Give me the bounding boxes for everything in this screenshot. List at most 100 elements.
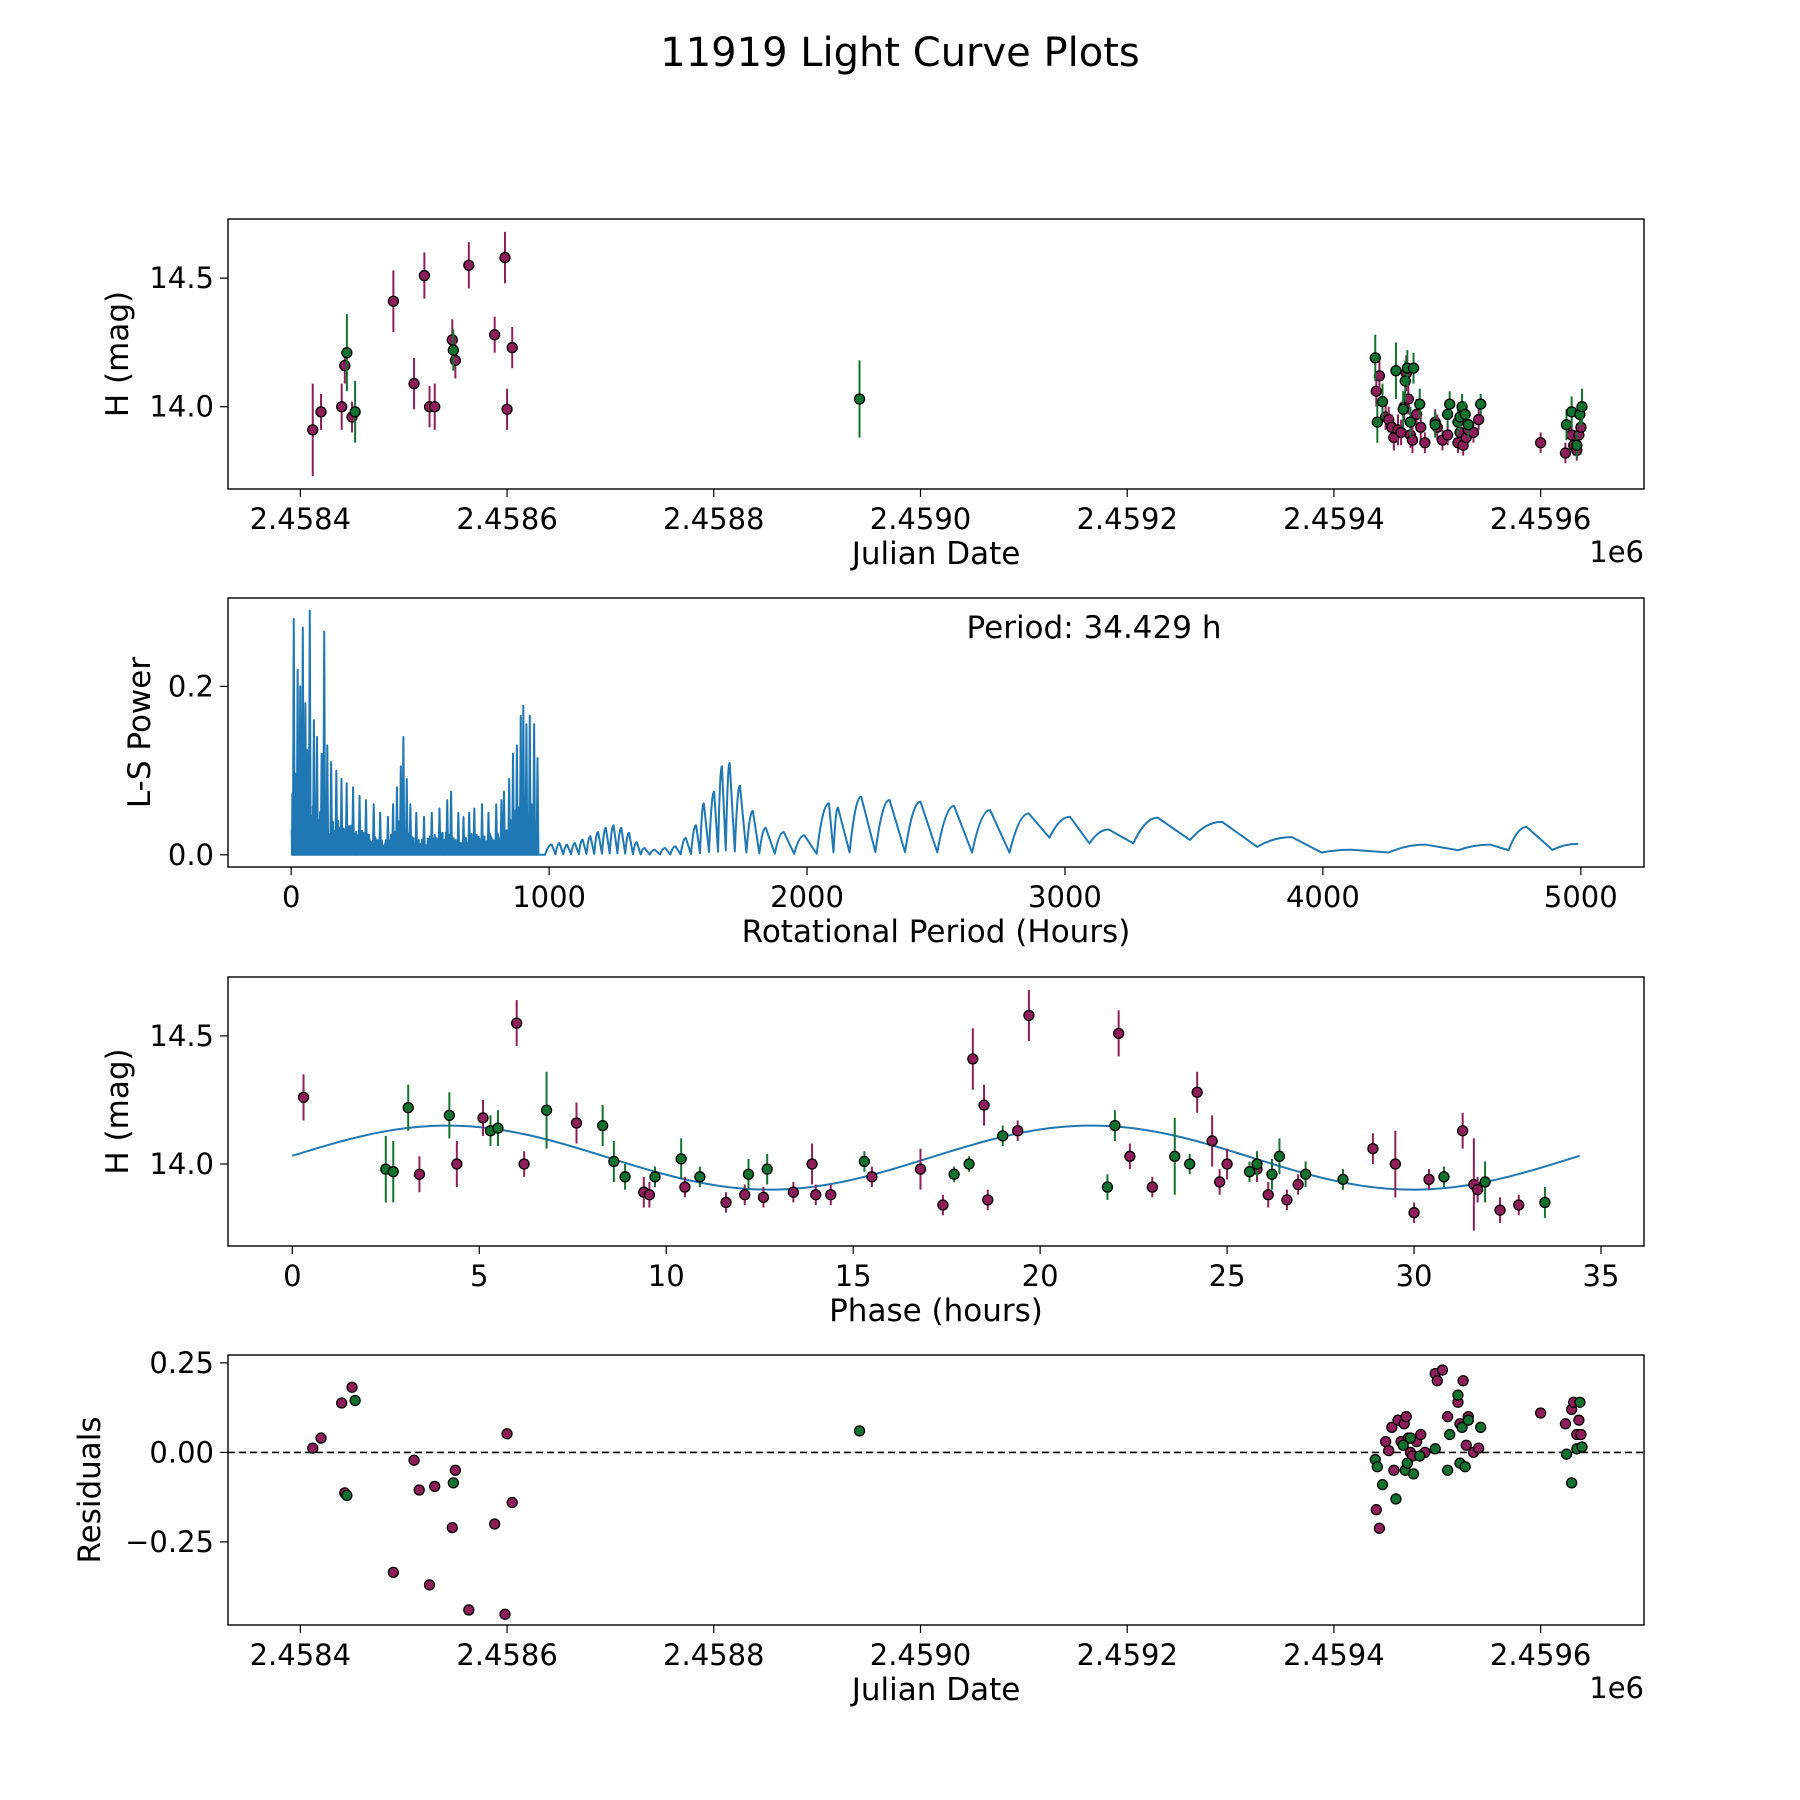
green-data-point <box>997 1130 1009 1142</box>
panel-phase: 0 5 10 15 20 25 30 35 14.0 14.5 Phase (hours) H (ma… <box>100 976 1645 1329</box>
green-data-point <box>1371 416 1383 428</box>
green-data-point <box>1273 1150 1286 1162</box>
green-data-point <box>341 347 353 359</box>
y-tick-label: 0.2 <box>168 669 214 703</box>
red-data-point <box>1124 1150 1136 1162</box>
green-data-point <box>349 1394 361 1407</box>
green-data-point <box>1109 1119 1121 1132</box>
green-data-point <box>853 1425 866 1437</box>
x-axis-label: Julian Date <box>850 1672 1021 1708</box>
green-data-point <box>1452 1389 1464 1401</box>
red-data-point <box>506 1496 518 1509</box>
y-axis-label: L-S Power <box>122 657 158 808</box>
red-data-point <box>387 1566 400 1579</box>
red-data-point <box>1534 1407 1547 1419</box>
red-data-point <box>1206 1135 1218 1147</box>
green-data-point <box>761 1163 773 1175</box>
x-tick-label: 3000 <box>1028 880 1102 914</box>
red-data-point <box>413 1168 426 1180</box>
x-tick-label: 2.4586 <box>456 502 557 536</box>
red-data-point <box>489 329 501 341</box>
red-data-point <box>449 354 462 367</box>
x-tick-label: 2.4596 <box>1490 1638 1591 1672</box>
x-tick-label: 2.4596 <box>1490 502 1591 536</box>
red-data-point <box>336 401 348 413</box>
green-data-point <box>1184 1158 1196 1170</box>
green-data-point <box>1376 395 1389 408</box>
red-data-point <box>489 1518 501 1530</box>
green-data-point <box>1475 1421 1487 1433</box>
green-data-point <box>853 393 866 405</box>
red-data-point <box>477 1112 489 1124</box>
green-data-point <box>1251 1158 1263 1170</box>
green-data-point <box>402 1102 414 1114</box>
red-data-point <box>518 1158 530 1170</box>
y-tick-label: 0.0 <box>168 838 214 872</box>
axes-frame <box>227 597 1645 868</box>
green-data-point <box>447 1477 459 1489</box>
red-data-point <box>967 1053 979 1065</box>
red-data-point <box>1559 1418 1572 1430</box>
x-axis-label: Phase (hours) <box>829 1293 1043 1329</box>
y-axis-label: H (mag) <box>100 291 136 417</box>
red-data-point <box>1472 413 1485 426</box>
red-data-point <box>408 1454 420 1466</box>
panel-ls: 0 1000 2000 3000 4000 5000 0.0 0.2 Rotational Pe… <box>122 597 1645 950</box>
y-axis-label: Residuals <box>72 1416 108 1563</box>
red-data-point <box>511 1017 523 1029</box>
green-data-point <box>341 1489 353 1502</box>
x-offset-label: 1e6 <box>1589 535 1644 569</box>
red-data-point <box>825 1189 837 1201</box>
red-data-point <box>914 1163 927 1175</box>
red-data-point <box>336 1397 348 1409</box>
red-data-point <box>1023 1009 1035 1022</box>
red-data-point <box>1423 1173 1435 1186</box>
red-data-point <box>982 1194 994 1206</box>
red-data-point <box>787 1186 800 1198</box>
red-data-point <box>1389 1158 1401 1170</box>
red-data-point <box>1370 1504 1382 1516</box>
green-data-point <box>1169 1150 1181 1162</box>
green-data-point <box>447 344 459 356</box>
plot-area-lc <box>307 231 1588 477</box>
green-data-point <box>675 1153 687 1165</box>
green-data-point <box>1444 398 1456 410</box>
red-data-point <box>1400 1410 1412 1423</box>
green-data-point <box>1101 1181 1114 1193</box>
green-data-point <box>1369 352 1381 364</box>
red-data-point <box>1431 1375 1443 1387</box>
red-data-point <box>1292 1178 1304 1191</box>
red-data-point <box>446 1521 458 1534</box>
red-data-point <box>429 401 441 413</box>
x-tick-label: 2.4588 <box>663 502 764 536</box>
y-tick-label: −0.25 <box>125 1525 214 1559</box>
green-data-point <box>1539 1196 1551 1209</box>
x-tick-label: 2.4594 <box>1283 1638 1384 1672</box>
red-data-point <box>1281 1194 1293 1206</box>
green-data-point <box>1459 1461 1471 1473</box>
red-data-point <box>866 1171 878 1183</box>
green-data-point <box>349 406 361 418</box>
red-data-point <box>1472 1442 1485 1454</box>
x-tick-label: 2.4584 <box>250 502 351 536</box>
red-data-point <box>307 424 319 436</box>
red-data-point <box>499 251 511 264</box>
green-data-point <box>1407 1468 1420 1480</box>
green-data-point <box>1576 1441 1588 1453</box>
red-data-point <box>1575 1428 1587 1441</box>
green-data-point <box>694 1171 706 1183</box>
red-data-point <box>1534 437 1547 449</box>
red-data-point <box>1573 1414 1585 1426</box>
red-data-point <box>1262 1189 1274 1201</box>
red-data-point <box>1513 1199 1525 1211</box>
green-data-point <box>1376 1478 1389 1491</box>
x-tick-label: 2000 <box>770 880 844 914</box>
x-tick-label: 1000 <box>512 880 586 914</box>
red-data-point <box>1471 1183 1484 1196</box>
green-data-point <box>387 1166 399 1178</box>
x-tick-label: 2.4590 <box>870 1638 971 1672</box>
axes-frame <box>227 976 1645 1247</box>
green-data-point <box>1397 403 1409 415</box>
red-data-point <box>418 269 431 282</box>
